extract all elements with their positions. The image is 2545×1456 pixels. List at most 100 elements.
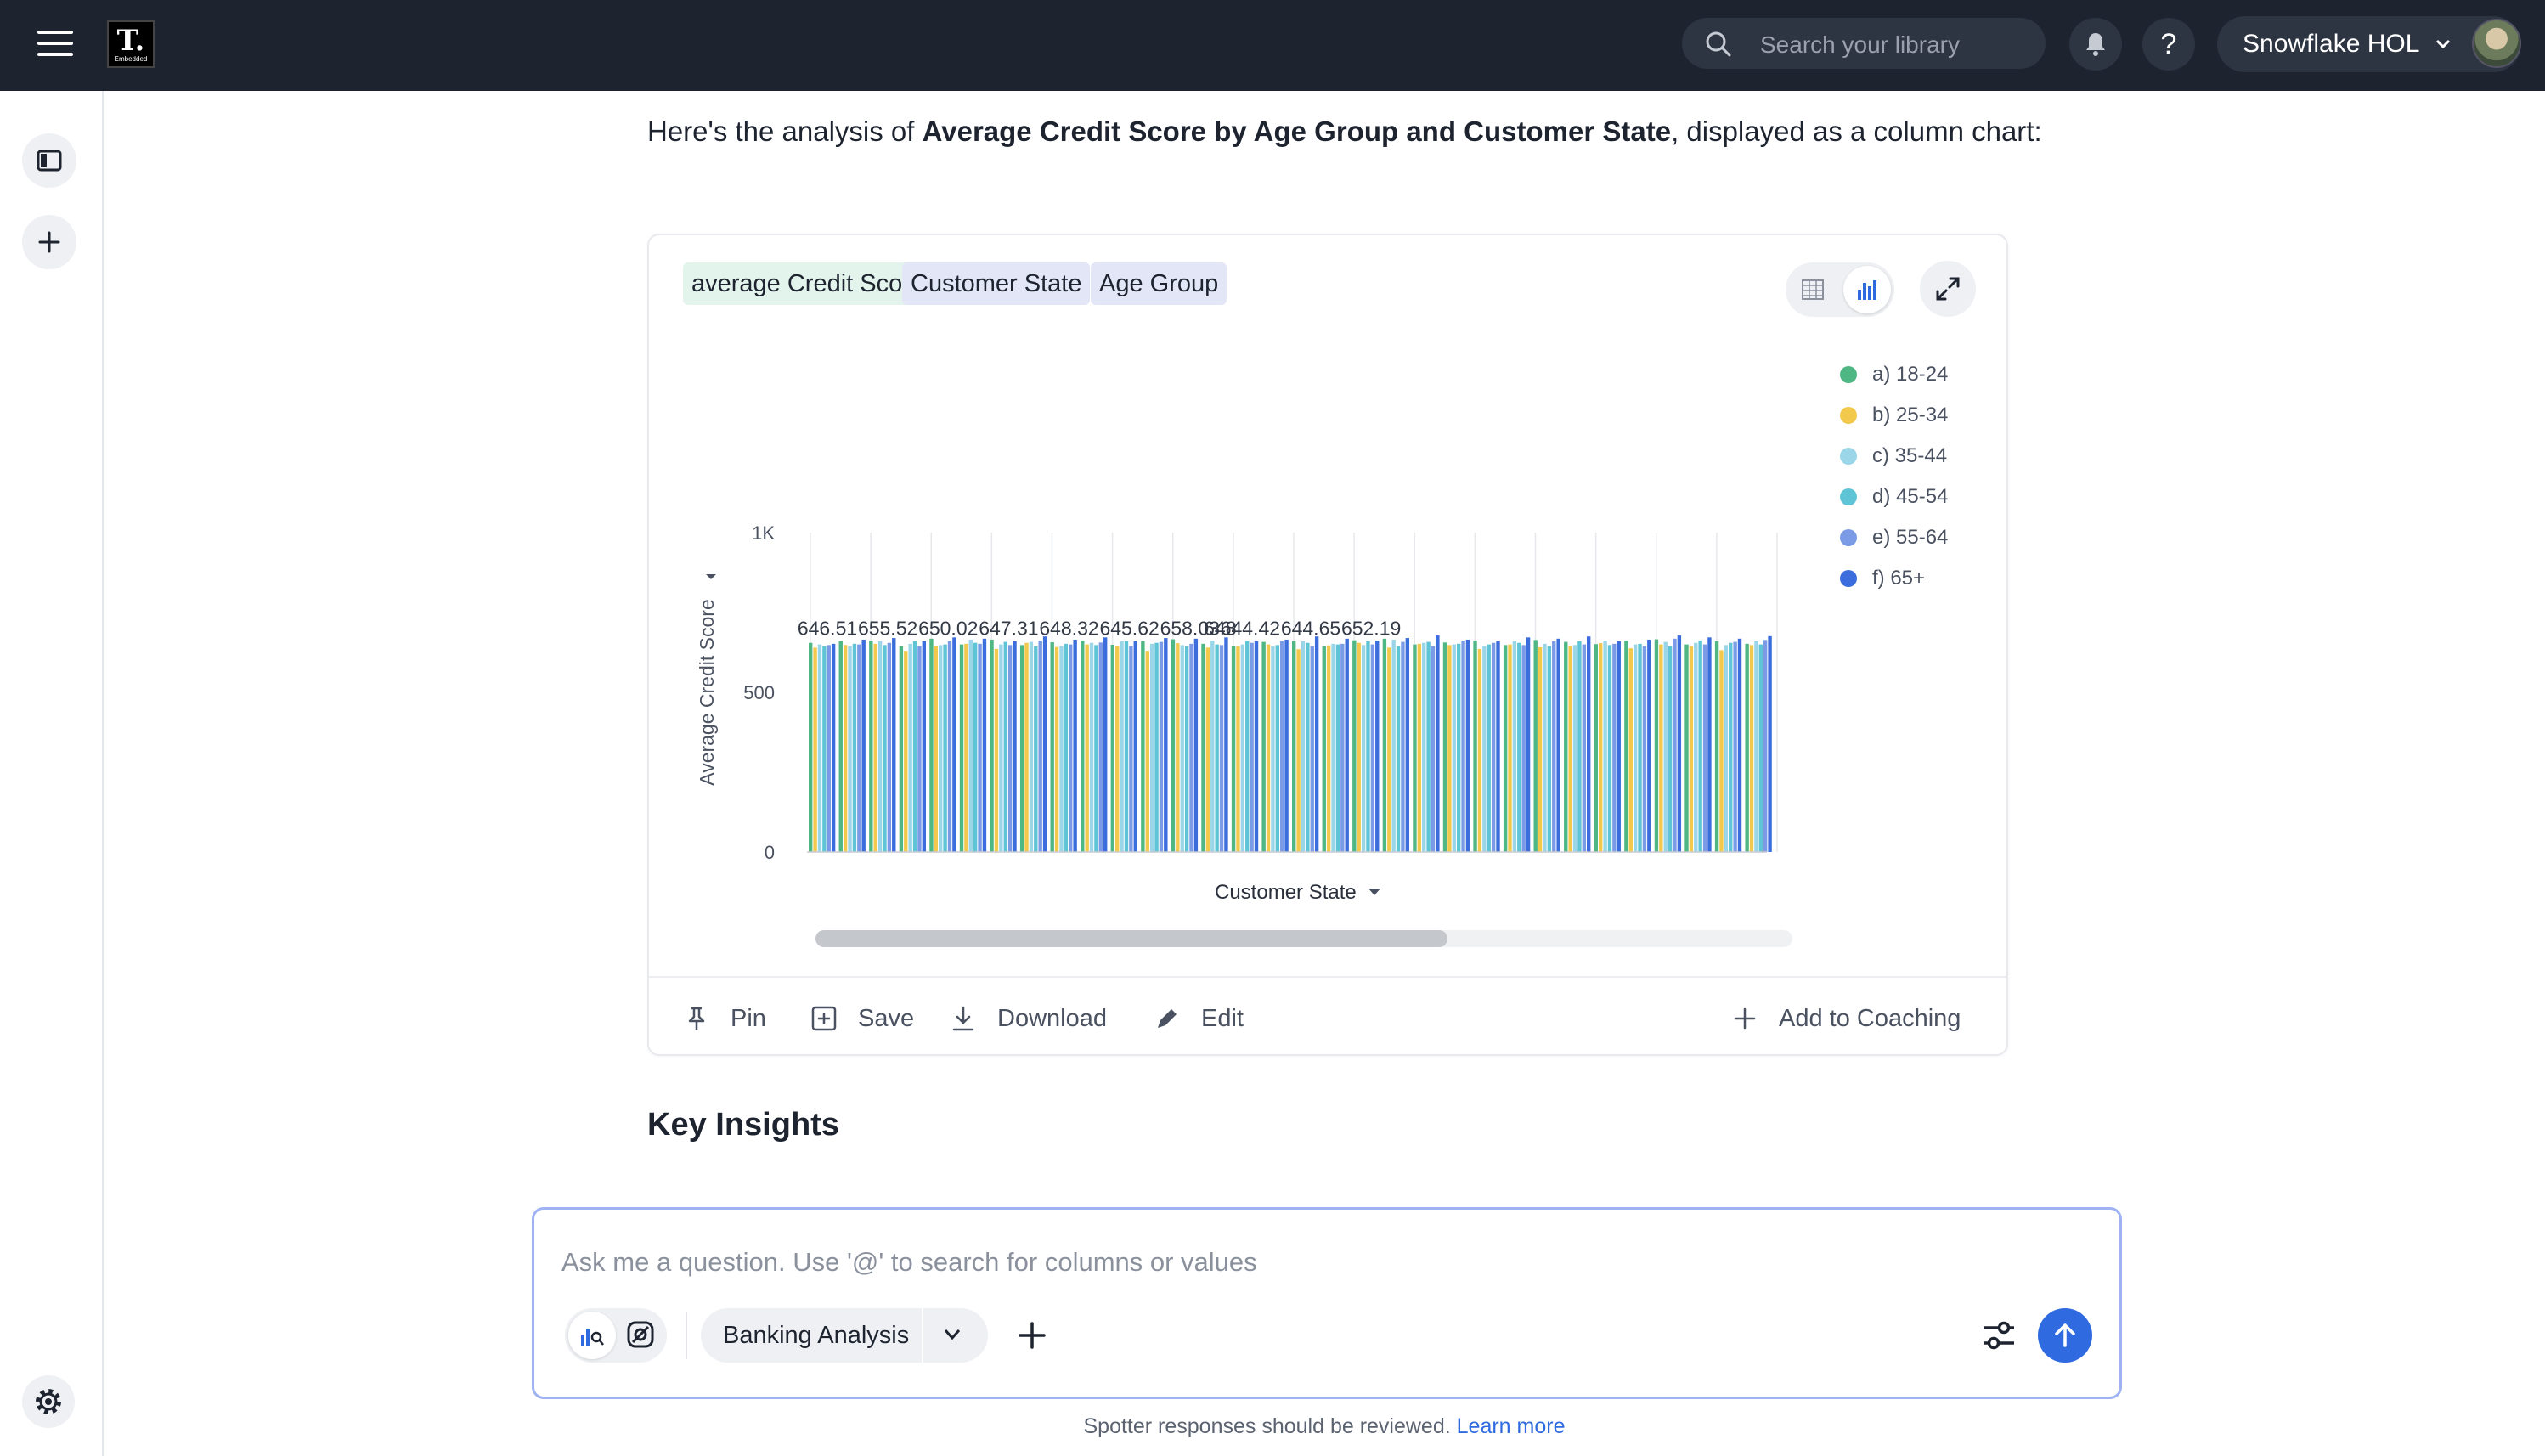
legend-item[interactable]: e) 55-64 — [1840, 528, 1948, 568]
chip-measure[interactable]: average Credit Score — [683, 262, 934, 305]
ask-box[interactable]: Ask me a question. Use '@' to search for… — [532, 1207, 2122, 1399]
legend-item[interactable]: f) 65+ — [1840, 568, 1948, 609]
legend-dot — [1840, 529, 1857, 546]
legend-dot — [1840, 448, 1857, 465]
sliders-icon[interactable] — [1978, 1315, 2019, 1356]
pin-icon — [688, 1007, 705, 1030]
org-selector[interactable]: Snowflake HOL — [2217, 16, 2521, 72]
new-chat-button[interactable] — [22, 215, 76, 269]
download-button[interactable]: Download — [950, 1002, 1107, 1036]
bar — [1301, 641, 1306, 852]
bar — [999, 644, 1003, 852]
bar — [1054, 646, 1059, 852]
legend-dot — [1840, 407, 1857, 424]
app-logo[interactable]: T. Embedded — [107, 20, 155, 68]
bar — [1391, 639, 1396, 852]
pin-button[interactable]: Pin — [683, 1002, 766, 1036]
coaching-label: Add to Coaching — [1779, 1005, 1961, 1032]
bar — [1564, 641, 1568, 852]
bar — [1556, 638, 1560, 852]
bar — [1729, 642, 1733, 852]
save-button[interactable]: Save — [810, 1002, 914, 1036]
bar — [1089, 642, 1094, 852]
legend-item[interactable]: d) 45-54 — [1840, 487, 1948, 528]
add-to-coaching-button[interactable]: Add to Coaching — [1731, 1002, 1961, 1036]
bar — [1673, 638, 1677, 852]
bar — [1694, 642, 1698, 852]
chart-scrollbar[interactable] — [815, 930, 1792, 947]
settings-button[interactable] — [22, 1375, 75, 1428]
left-sidebar — [0, 91, 104, 1456]
toggle-panel-button[interactable] — [22, 133, 76, 188]
library-search[interactable]: Search your library — [1682, 18, 2046, 69]
bar — [1261, 641, 1266, 852]
chart-card: average Credit Score Customer State Age … — [647, 234, 2008, 1056]
legend-item[interactable]: b) 25-34 — [1840, 405, 1948, 446]
chip-customer-state[interactable]: Customer State — [902, 262, 1091, 305]
bar — [1461, 641, 1465, 852]
save-label: Save — [858, 1005, 915, 1032]
bar — [1129, 646, 1133, 852]
bar — [1512, 641, 1517, 852]
hamburger-menu-icon[interactable] — [37, 31, 73, 59]
add-source-icon[interactable] — [1013, 1317, 1051, 1354]
send-button[interactable] — [2038, 1308, 2092, 1363]
data-label: 644.65 — [1281, 618, 1340, 640]
bar — [1491, 642, 1496, 852]
bar — [1094, 645, 1098, 852]
ask-input[interactable]: Ask me a question. Use '@' to search for… — [561, 1247, 1257, 1277]
bar — [1624, 641, 1628, 852]
x-axis-title[interactable]: Customer State — [1215, 881, 1380, 905]
org-label: Snowflake HOL — [2243, 30, 2420, 58]
x-axis-title-text: Customer State — [1215, 881, 1357, 904]
datasource-selector[interactable]: Banking Analysis — [701, 1308, 988, 1363]
bar — [1189, 643, 1193, 852]
bar — [1215, 644, 1219, 852]
data-label: 648 — [1204, 618, 1236, 640]
bar — [838, 641, 843, 852]
help-button[interactable]: ? — [2142, 18, 2195, 71]
table-view-button[interactable] — [1789, 266, 1837, 313]
expand-button[interactable] — [1920, 261, 1976, 317]
chart-view-button[interactable] — [1843, 266, 1891, 313]
ai-research-icon[interactable] — [624, 1318, 657, 1351]
bar — [1081, 641, 1085, 852]
avatar[interactable] — [2472, 19, 2521, 68]
legend-item[interactable]: a) 18-24 — [1840, 364, 1948, 405]
bar — [1322, 646, 1326, 852]
y-tick-label: 0 — [765, 842, 775, 863]
bar — [959, 644, 964, 852]
edit-button[interactable]: Edit — [1154, 1002, 1244, 1036]
bar — [887, 642, 892, 852]
bar — [1019, 645, 1024, 852]
analytics-mode-button[interactable] — [568, 1312, 616, 1359]
legend-dot — [1840, 366, 1857, 383]
bar — [1426, 641, 1431, 852]
bar — [848, 646, 852, 852]
bar — [1382, 638, 1387, 852]
data-label: 655.52 — [858, 618, 917, 640]
chart-scroll-thumb[interactable] — [815, 930, 1447, 947]
chevron-down-icon[interactable] — [942, 1327, 962, 1342]
bar — [1617, 641, 1621, 852]
pin-label: Pin — [731, 1005, 766, 1032]
bar — [1577, 641, 1582, 852]
bar — [1361, 645, 1366, 852]
bar — [1745, 643, 1749, 852]
expand-icon — [1936, 277, 1960, 301]
data-label: 650.02 — [918, 618, 978, 640]
bar — [1115, 646, 1120, 852]
bar — [1171, 639, 1176, 852]
x-tick-label: Michigan — [1375, 863, 1447, 864]
x-tick-label: Nevada — [1564, 862, 1628, 864]
learn-more-link[interactable]: Learn more — [1456, 1414, 1566, 1438]
legend-item[interactable]: c) 35-44 — [1840, 446, 1948, 487]
bar — [1603, 641, 1607, 852]
bar — [1594, 644, 1599, 852]
notifications-button[interactable] — [2069, 18, 2122, 71]
sidebar-panel-icon — [37, 150, 62, 172]
bar — [1176, 643, 1180, 852]
bar — [1271, 646, 1275, 852]
x-tick-label: Idaho — [1094, 863, 1143, 864]
chip-age-group[interactable]: Age Group — [1091, 262, 1227, 305]
